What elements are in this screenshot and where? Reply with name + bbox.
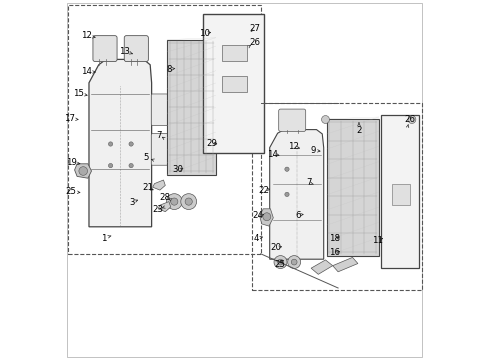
Text: 15: 15: [73, 89, 83, 98]
Circle shape: [170, 198, 178, 205]
Polygon shape: [158, 202, 170, 212]
Circle shape: [273, 256, 286, 269]
Circle shape: [79, 167, 87, 175]
Circle shape: [108, 142, 113, 146]
Text: 23: 23: [152, 205, 163, 214]
Polygon shape: [381, 115, 418, 268]
Text: 28: 28: [159, 193, 170, 202]
Text: 9: 9: [310, 146, 316, 155]
Polygon shape: [310, 260, 332, 274]
Polygon shape: [269, 130, 323, 259]
Text: 4: 4: [253, 234, 258, 243]
Text: 3: 3: [129, 198, 135, 207]
Text: 19: 19: [65, 158, 76, 167]
Circle shape: [284, 167, 288, 171]
FancyBboxPatch shape: [151, 94, 167, 126]
Polygon shape: [167, 40, 215, 175]
Circle shape: [181, 194, 196, 210]
Text: 14: 14: [81, 68, 92, 77]
Text: 30: 30: [172, 165, 183, 174]
Bar: [222, 45, 246, 61]
Bar: [326, 119, 378, 256]
Circle shape: [263, 213, 270, 221]
Text: 7: 7: [305, 178, 311, 187]
Text: 12: 12: [287, 143, 298, 152]
Text: 10: 10: [198, 29, 209, 37]
Text: 27: 27: [248, 23, 260, 32]
Text: 5: 5: [143, 153, 149, 162]
Circle shape: [284, 192, 288, 197]
Text: 8: 8: [166, 65, 172, 74]
Bar: [251, 103, 421, 290]
Polygon shape: [332, 257, 357, 272]
Polygon shape: [89, 59, 151, 227]
Bar: [391, 184, 409, 205]
Text: 24: 24: [252, 211, 263, 220]
Circle shape: [321, 116, 329, 123]
Text: 17: 17: [64, 114, 75, 123]
Text: 22: 22: [258, 186, 269, 194]
Text: 12: 12: [81, 31, 92, 40]
Text: 7: 7: [156, 130, 161, 139]
Text: 18: 18: [328, 234, 339, 243]
Text: 25: 25: [65, 187, 76, 196]
Text: 16: 16: [328, 248, 339, 257]
Text: 26: 26: [248, 38, 260, 47]
Circle shape: [407, 116, 415, 123]
Polygon shape: [75, 164, 91, 178]
Circle shape: [166, 194, 182, 210]
Circle shape: [129, 163, 133, 168]
Text: 20: 20: [270, 243, 281, 252]
Circle shape: [291, 259, 296, 265]
FancyBboxPatch shape: [124, 36, 148, 62]
Circle shape: [129, 142, 133, 146]
Text: 6: 6: [294, 211, 300, 220]
Bar: [68, 5, 260, 254]
Polygon shape: [152, 180, 165, 190]
Circle shape: [108, 163, 113, 168]
Text: 13: 13: [119, 46, 130, 55]
Polygon shape: [259, 209, 273, 226]
Text: 25: 25: [274, 260, 285, 269]
Text: 21: 21: [142, 184, 153, 192]
FancyBboxPatch shape: [151, 134, 167, 165]
Polygon shape: [203, 14, 264, 153]
Text: 1: 1: [101, 234, 106, 243]
Text: 14: 14: [266, 150, 278, 158]
Text: 11: 11: [371, 236, 383, 245]
Circle shape: [277, 259, 283, 265]
Bar: [222, 76, 246, 92]
FancyBboxPatch shape: [93, 36, 117, 62]
FancyBboxPatch shape: [278, 109, 305, 131]
Text: 26: 26: [403, 115, 414, 124]
Text: 2: 2: [355, 126, 361, 135]
Circle shape: [287, 256, 300, 269]
Text: 29: 29: [205, 139, 216, 148]
Circle shape: [185, 198, 192, 205]
